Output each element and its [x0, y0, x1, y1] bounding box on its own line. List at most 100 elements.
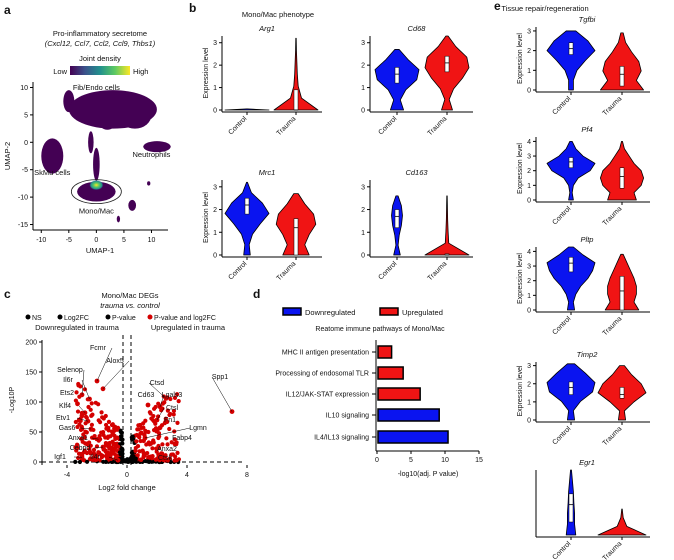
y-axis-label: UMAP-2: [3, 142, 12, 170]
gene-label-Lgals3: Lgals3: [162, 392, 183, 399]
cluster-label: Mono/Mac: [79, 207, 114, 216]
y-tick-label: -15: [18, 222, 28, 229]
boxplot-box: [293, 218, 299, 256]
gene-point: [91, 447, 97, 452]
gene-point: [165, 442, 170, 447]
violin-title-Pf4: Pf4: [581, 125, 592, 134]
gene-point: [129, 435, 134, 440]
gene-label-Spp1: Spp1: [212, 374, 228, 381]
legend-marker: [25, 314, 31, 320]
gene-label-Gas6: Gas6: [59, 425, 76, 432]
legend-label-1: Log2FC: [64, 315, 89, 322]
boxplot-box: [568, 257, 574, 273]
density-hotspot: [89, 180, 104, 191]
gene-point: [88, 451, 93, 456]
gene-point: [88, 443, 93, 448]
violin-title-Pltp: Pltp: [581, 235, 594, 244]
x-tick-label-control: Control: [551, 95, 572, 116]
labeled-gene-point: [156, 456, 161, 462]
gene-point: [167, 426, 172, 432]
gene-point-ns: [131, 459, 136, 464]
gene-point: [154, 449, 159, 454]
y-tick-label: 0: [213, 253, 217, 260]
volcano-title: Mono/Mac DEGs: [101, 291, 158, 300]
legend-swatch-upregulated: [379, 307, 399, 316]
gene-point: [77, 459, 83, 465]
gene-point: [149, 456, 154, 461]
boxplot-box: [568, 493, 574, 523]
gene-label-Ctsk: Ctsk: [158, 455, 173, 462]
label-leader: [159, 394, 165, 407]
y-tick-label: 1: [361, 230, 365, 237]
x-tick-label: 10: [148, 237, 156, 244]
cell-cluster: [68, 90, 157, 129]
y-tick-label: -5: [22, 167, 28, 174]
gene-point: [171, 412, 176, 417]
gene-label-Anxa1: Anxa1: [68, 435, 88, 442]
y-tick-label: 0: [24, 140, 28, 147]
cell-cluster: [77, 181, 116, 202]
boxplot-box: [619, 276, 625, 311]
violin-title-Cd68: Cd68: [408, 24, 427, 33]
y-axis-label: Expression level: [517, 253, 524, 304]
gene-point: [139, 457, 144, 463]
cell-cluster: [41, 138, 64, 174]
gene-label-Klf4: Klf4: [59, 403, 71, 410]
umap-subtitle: (Cxcl12, Ccl7, Ccl2, Ccl9, Thbs1): [45, 39, 156, 48]
y-tick-label: 3: [527, 154, 531, 161]
gene-point: [129, 450, 135, 455]
gene-label-Il6r: Il6r: [63, 377, 73, 384]
x-tick-label: 8: [245, 472, 249, 479]
y-tick-label: 1: [361, 85, 365, 92]
gene-point: [99, 410, 104, 415]
gene-point: [148, 411, 153, 416]
boxplot-box: [394, 209, 400, 228]
y-tick-label: 2: [213, 63, 217, 70]
gene-point: [101, 416, 106, 421]
violin-trauma: [273, 37, 319, 111]
legend-swatch-downregulated: [282, 307, 302, 316]
cell-cluster-blob: [88, 131, 94, 154]
violin-title-Tgfbi: Tgfbi: [579, 15, 596, 24]
gene-point: [160, 442, 165, 447]
volcano-subtitle: trauma vs. control: [100, 301, 160, 310]
label-leader: [93, 446, 104, 449]
legend-label-upregulated: Upregulated: [402, 308, 443, 317]
y-tick-label: 10: [20, 85, 28, 92]
colorbar: [70, 66, 130, 75]
gene-point: [151, 438, 156, 443]
y-tick-label: 4: [527, 249, 531, 256]
label-leader: [108, 456, 119, 461]
labeled-gene-point: [75, 401, 80, 407]
y-tick-label: 3: [527, 363, 531, 370]
gene-point: [174, 392, 180, 397]
gene-point: [80, 439, 85, 444]
gene-point: [75, 424, 80, 430]
panel-label-a: a: [4, 3, 11, 17]
gene-point: [106, 419, 112, 424]
gene-point: [165, 458, 170, 463]
gene-point: [90, 412, 95, 417]
cell-cluster-blob: [128, 199, 137, 211]
gene-point: [73, 419, 78, 425]
x-tick-label-trauma: Trauma: [602, 315, 624, 337]
violin-title-Egr1: Egr1: [579, 458, 595, 467]
y-tick-label: 150: [25, 370, 37, 377]
x-tick-label: -4: [64, 472, 70, 479]
bar-chart-title: Reatome immune pathways of Mono/Mac: [315, 326, 445, 333]
x-tick-label-control: Control: [551, 205, 572, 226]
colorbar-high: High: [133, 67, 148, 76]
y-tick-label: 2: [527, 278, 531, 285]
label-leader: [144, 427, 191, 439]
y-tick-label: 2: [527, 48, 531, 55]
x-tick-label: 0: [94, 237, 98, 244]
gene-point: [168, 396, 173, 402]
boxplot-box: [568, 157, 574, 169]
gene-point: [173, 454, 178, 459]
gene-point: [78, 427, 84, 433]
legend-marker: [57, 314, 63, 320]
y-tick-label: 1: [527, 183, 531, 190]
gene-point: [176, 399, 181, 404]
colorbar-title: Joint density: [79, 54, 121, 63]
y-axis-label: Expression level: [517, 33, 524, 84]
